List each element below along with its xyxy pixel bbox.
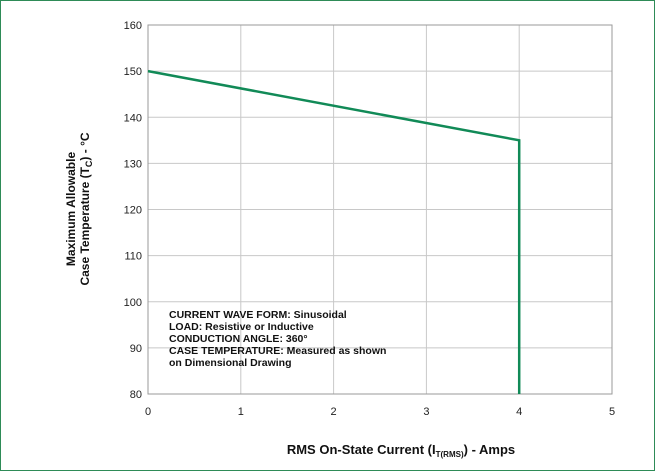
annotation-line: LOAD: Resistive or Inductive xyxy=(169,321,314,333)
x-axis-label-subscript: T(RMS) xyxy=(436,450,464,459)
plot-area xyxy=(147,24,613,395)
x-tick-label: 0 xyxy=(145,406,151,418)
y-tick-label: 100 xyxy=(124,297,142,309)
x-tick-label: 3 xyxy=(423,406,429,418)
x-axis-label-tail: ) - Amps xyxy=(464,442,516,457)
grid xyxy=(148,25,612,394)
y-axis-label: Maximum Allowable Case Temperature (TC) … xyxy=(64,132,94,285)
x-axis-label-main: RMS On-State Current (I xyxy=(287,442,436,457)
y-tick-label: 130 xyxy=(124,158,142,170)
annotation-block: CURRENT WAVE FORM: Sinusoidal LOAD: Resi… xyxy=(169,309,386,369)
series-line xyxy=(147,69,521,394)
y-axis-label-line2: Case Temperature (TC) - °C xyxy=(78,132,94,285)
y-tick-label: 110 xyxy=(124,251,142,263)
y-axis-label-tail: ) - °C xyxy=(78,132,92,160)
y-tick-label: 80 xyxy=(130,389,142,401)
annotation-line: CURRENT WAVE FORM: Sinusoidal xyxy=(169,309,347,321)
y-tick-label: 90 xyxy=(130,343,142,355)
y-axis-label-subscript: C xyxy=(84,160,94,167)
x-tick-label: 4 xyxy=(516,406,522,418)
x-tick-labels: 0 1 2 3 4 5 xyxy=(145,406,615,418)
x-tick-label: 2 xyxy=(331,406,337,418)
x-axis-label: RMS On-State Current (IT(RMS)) - Amps xyxy=(287,442,515,459)
y-axis-label-main: Case Temperature (T xyxy=(78,166,92,285)
y-axis-label-line1: Maximum Allowable xyxy=(64,152,78,267)
series-group xyxy=(147,69,521,394)
x-tick-label: 5 xyxy=(609,406,615,418)
y-tick-label: 150 xyxy=(124,66,142,78)
y-tick-label: 120 xyxy=(124,205,142,217)
annotation-line: CASE TEMPERATURE: Measured as shown xyxy=(169,345,386,357)
annotation-line: on Dimensional Drawing xyxy=(169,357,292,369)
y-tick-label: 160 xyxy=(124,20,142,32)
y-tick-labels: 80 90 100 110 120 130 140 150 160 xyxy=(124,20,142,401)
x-tick-label: 1 xyxy=(238,406,244,418)
annotation-line: CONDUCTION ANGLE: 360° xyxy=(169,333,308,345)
y-tick-label: 140 xyxy=(124,112,142,124)
